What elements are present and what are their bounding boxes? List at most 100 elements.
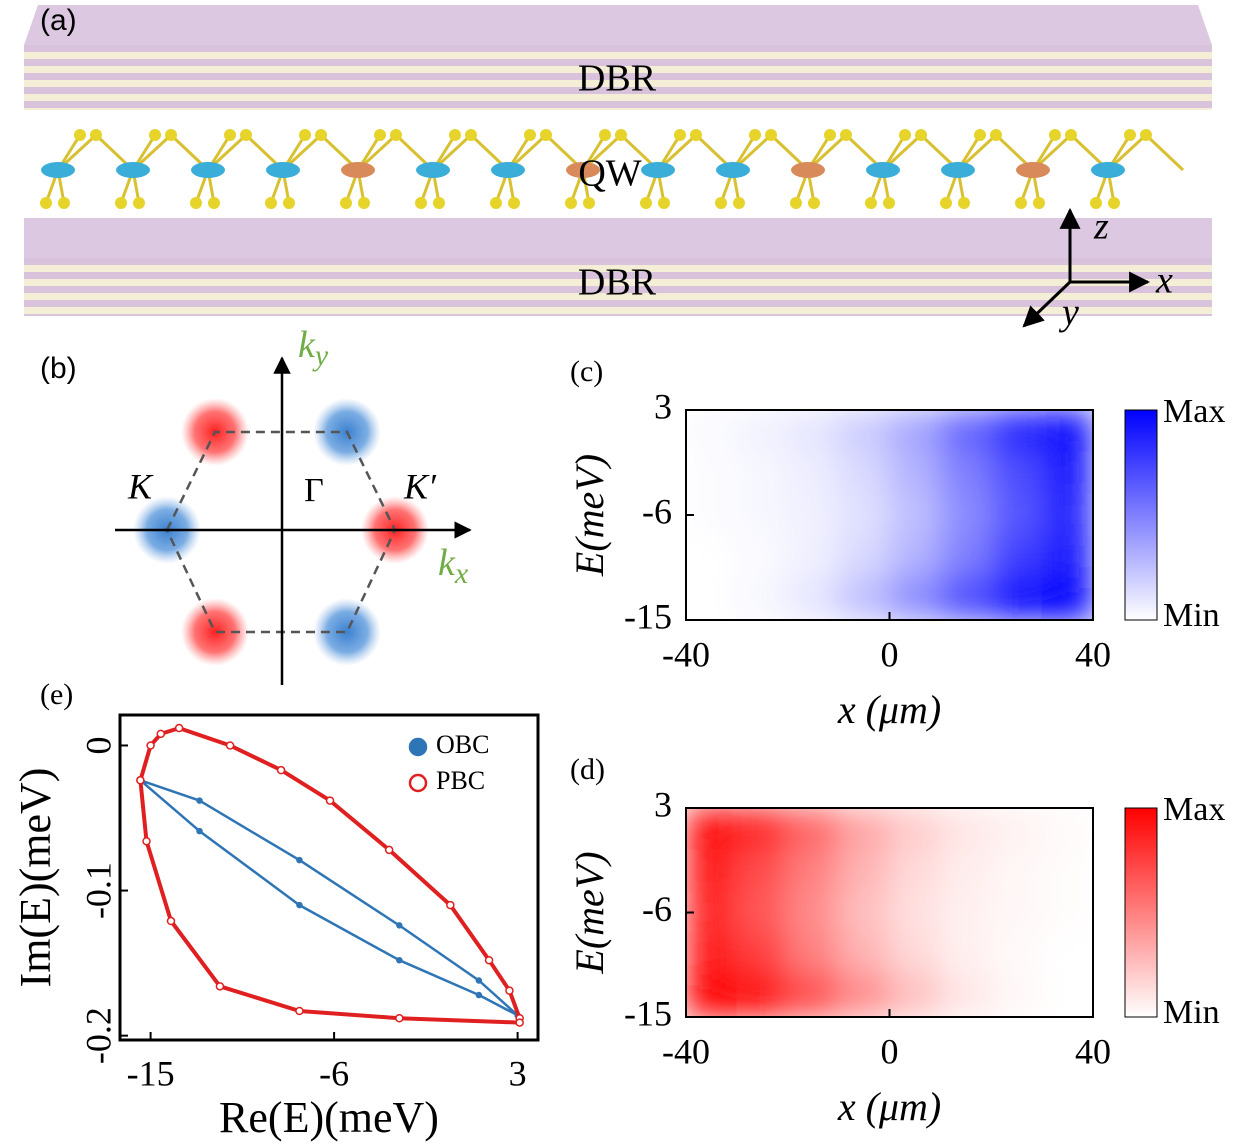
data-point — [476, 993, 481, 998]
heat-cell — [787, 452, 839, 495]
atom — [733, 197, 745, 209]
atom — [1108, 197, 1120, 209]
heat-cell — [1042, 578, 1094, 621]
data-point — [137, 777, 144, 784]
colorbar — [1125, 808, 1157, 1017]
axis-label: ky — [298, 324, 329, 372]
x-tick-label: -6 — [319, 1053, 349, 1093]
atom — [449, 129, 461, 141]
data-point — [143, 838, 150, 845]
colorbar-label: Max — [1163, 393, 1225, 430]
series-line — [140, 780, 517, 1015]
panel-label: (e) — [40, 678, 73, 711]
plot-frame — [120, 715, 538, 1040]
data-point — [476, 978, 481, 983]
heat-cell — [736, 536, 788, 579]
atom — [491, 162, 525, 178]
axis-label-base: k — [438, 542, 456, 584]
heat-cell — [838, 975, 890, 1018]
heat-cell — [787, 808, 839, 851]
atom — [74, 129, 86, 141]
heat-cell — [838, 808, 890, 851]
atom — [299, 129, 311, 141]
heat-cell — [940, 452, 992, 495]
atom — [266, 162, 300, 178]
heat-cell — [889, 933, 941, 976]
heatmap-cells — [686, 410, 1094, 621]
heat-cell — [940, 933, 992, 976]
atom — [1049, 129, 1061, 141]
heat-cell — [838, 933, 890, 976]
heat-cell — [686, 536, 738, 579]
page: (a) DBR QW DBR z x y (b) K Γ K′ ky kx -4… — [0, 0, 1250, 1148]
heat-cell — [787, 536, 839, 579]
atom — [791, 162, 825, 178]
heat-cell — [889, 578, 941, 621]
atom — [490, 197, 502, 209]
panel-label: (a) — [40, 4, 77, 37]
heat-cell — [940, 975, 992, 1018]
data-point — [297, 858, 302, 863]
heat-cell — [838, 536, 890, 579]
legend-marker — [410, 775, 426, 791]
center-label: Γ — [304, 472, 324, 509]
x-tick-label: 40 — [1075, 1031, 1111, 1071]
heat-cell — [1042, 849, 1094, 892]
atom — [191, 162, 225, 178]
heat-cell — [1042, 891, 1094, 934]
dbr-stripe — [24, 45, 1212, 52]
figure: (a) DBR QW DBR z x y (b) K Γ K′ ky kx -4… — [0, 0, 1250, 1148]
atom — [840, 129, 852, 141]
atom — [790, 197, 802, 209]
heatmap — [686, 808, 1094, 1018]
atom — [116, 162, 150, 178]
atom — [315, 129, 327, 141]
axis-label: y — [1058, 292, 1079, 334]
atom — [1015, 197, 1027, 209]
heat-cell — [736, 891, 788, 934]
atom — [358, 197, 370, 209]
atom — [915, 129, 927, 141]
heat-cell — [991, 808, 1043, 851]
data-point — [447, 902, 454, 909]
y-tick-label: -0.2 — [78, 1007, 118, 1064]
data-point — [157, 730, 164, 737]
atom — [658, 197, 670, 209]
atom — [765, 129, 777, 141]
heat-cell — [889, 849, 941, 892]
atom — [974, 129, 986, 141]
heat-cell — [787, 410, 839, 453]
atom — [883, 197, 895, 209]
heat-cell — [686, 808, 738, 851]
atom — [565, 197, 577, 209]
data-point — [327, 797, 334, 804]
legend-label: OBC — [436, 730, 489, 759]
data-point — [486, 957, 493, 964]
heat-cell — [1042, 536, 1094, 579]
data-point — [197, 798, 202, 803]
atom — [90, 129, 102, 141]
atom — [40, 197, 52, 209]
atom — [583, 197, 595, 209]
bond — [1146, 135, 1183, 170]
atom — [190, 197, 202, 209]
heat-cell — [1042, 494, 1094, 537]
data-point — [278, 767, 285, 774]
colorbar-label: Min — [1163, 994, 1220, 1031]
heat-cell — [889, 975, 941, 1018]
data-point — [396, 1015, 403, 1022]
atom — [716, 162, 750, 178]
atom — [808, 197, 820, 209]
valley-label: K′ — [403, 466, 437, 506]
valley-label: K — [127, 466, 154, 506]
heat-cell — [991, 975, 1043, 1018]
heat-cell — [838, 849, 890, 892]
axis-label-sub: y — [312, 339, 329, 372]
heat-cell — [787, 849, 839, 892]
data-point — [176, 725, 183, 732]
atom — [149, 129, 161, 141]
y-tick-label: -15 — [624, 993, 672, 1033]
atom — [990, 129, 1002, 141]
heat-cell — [991, 849, 1043, 892]
colorbar — [1125, 410, 1157, 620]
